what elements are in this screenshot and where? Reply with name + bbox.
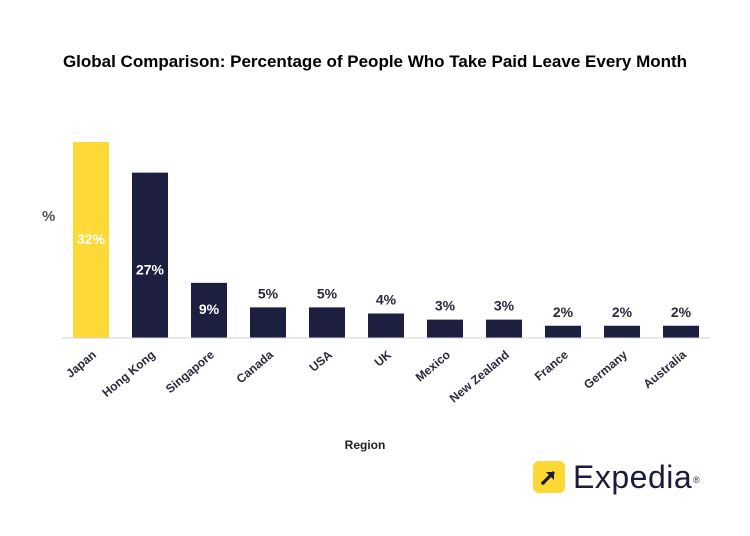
x-tick-hong-kong: Hong Kong — [99, 348, 158, 400]
bar-japan — [73, 142, 109, 338]
bar-new-zealand — [486, 319, 522, 338]
registered-mark: ® — [693, 475, 700, 485]
logo-text: Expedia — [573, 459, 693, 495]
data-label-hong-kong: 27% — [136, 262, 165, 278]
bar-usa — [309, 307, 345, 338]
bar-australia — [663, 325, 699, 338]
expedia-logo: Expedia ® — [533, 461, 700, 493]
x-tick-japan: Japan — [63, 348, 99, 381]
bars-group — [73, 142, 699, 338]
chart-title: Global Comparison: Percentage of People … — [62, 52, 688, 71]
data-label-canada: 5% — [258, 285, 279, 301]
data-label-usa: 5% — [317, 285, 338, 301]
x-tick-canada: Canada — [234, 347, 276, 386]
x-tick-germany: Germany — [581, 347, 630, 391]
x-tick-australia: Australia — [641, 347, 690, 391]
data-labels: 32% 27% 9% 5% 5% 4% 3% 3% 2% 2% 2% — [77, 231, 692, 320]
data-label-mexico: 3% — [435, 298, 456, 314]
data-label-australia: 2% — [671, 304, 692, 320]
data-label-japan: 32% — [77, 231, 106, 247]
x-tick-usa: USA — [307, 347, 336, 374]
data-label-singapore: 9% — [199, 301, 220, 317]
data-label-france: 2% — [553, 304, 574, 320]
data-label-germany: 2% — [612, 304, 633, 320]
bar-france — [545, 325, 581, 338]
bar-canada — [250, 307, 286, 338]
arrow-up-right-icon — [533, 461, 565, 493]
x-tick-labels: Japan Hong Kong Singapore Canada USA UK Mexico… — [63, 347, 689, 405]
x-axis-label: Region — [345, 438, 386, 452]
x-tick-mexico: Mexico — [413, 348, 453, 385]
x-tick-new-zealand: New Zealand — [447, 348, 512, 406]
bar-uk — [368, 313, 404, 338]
x-tick-uk: UK — [372, 347, 395, 369]
bar-singapore — [191, 282, 227, 338]
bar-germany — [604, 325, 640, 338]
x-tick-singapore: Singapore — [163, 347, 217, 396]
x-tick-france: France — [532, 347, 571, 383]
bar-hong-kong — [132, 172, 168, 338]
data-label-uk: 4% — [376, 292, 397, 308]
y-axis-label: % — [42, 208, 55, 225]
bar-mexico — [427, 319, 463, 338]
data-label-new-zealand: 3% — [494, 298, 515, 314]
